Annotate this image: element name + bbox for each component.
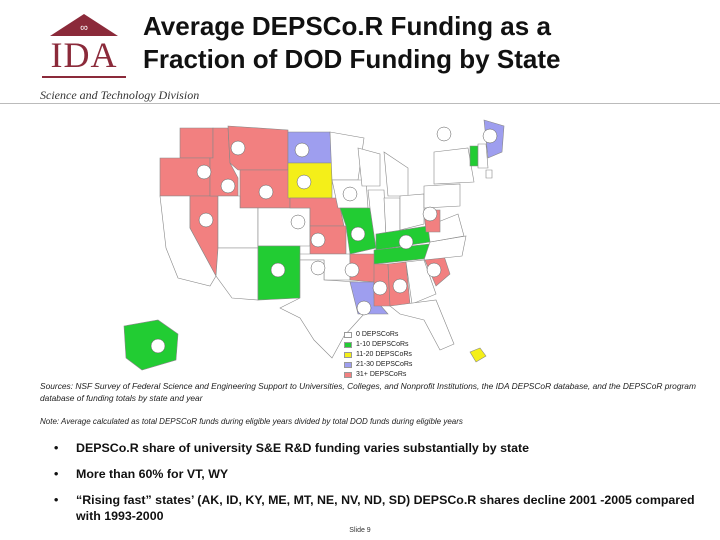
bullet-symbol: • — [54, 493, 59, 507]
state-tx — [279, 259, 365, 359]
state-vt — [469, 145, 479, 167]
legend-item: 31+ DEPSCoRs — [344, 370, 448, 380]
logo-bar — [42, 76, 126, 78]
legend-item: 1-10 DEPSCoRs — [344, 340, 448, 350]
bullet-text: DEPSCo.R share of university S&E R&D fun… — [76, 441, 530, 455]
state-ga — [405, 259, 437, 305]
state-wa — [179, 127, 214, 159]
legend-label: 1-10 DEPSCoRs — [356, 341, 409, 348]
logo-triangle — [50, 14, 118, 36]
legend-swatch — [344, 372, 352, 378]
sources-text: Sources: NSF Survey of Federal Science a… — [40, 381, 696, 403]
state-hi — [469, 347, 487, 363]
division-label: Science and Technology Division — [40, 88, 200, 102]
state-in — [383, 197, 401, 237]
legend-label: 31+ DEPSCoRs — [356, 371, 407, 378]
state-ri — [485, 169, 493, 179]
bullet-item: • DEPSCo.R share of university S&E R&D f… — [54, 440, 704, 456]
state-pa — [423, 183, 461, 209]
legend-label: 0 DEPSCoRs — [356, 331, 399, 338]
note-text: Note: Average calculated as total DEPSCo… — [40, 417, 463, 426]
state-fl — [389, 299, 455, 351]
legend-label: 21-30 DEPSCoRs — [356, 361, 413, 368]
ida-logo: ∞ IDA — [40, 14, 128, 78]
legend-item: 0 DEPSCoRs — [344, 330, 448, 340]
legend-swatch — [344, 342, 352, 348]
title-line-1: Average DEPSCo.R Funding as a — [143, 11, 551, 41]
state-pie-markers — [150, 126, 498, 354]
state-az — [215, 247, 259, 301]
bullet-symbol: • — [54, 441, 59, 455]
legend-swatch — [344, 352, 352, 358]
bullet-item: • “Rising fast” states’ (AK, ID, KY, ME,… — [54, 492, 704, 524]
state-nd — [287, 131, 333, 164]
legend-label: 11-20 DEPSCoRs — [356, 351, 412, 358]
map-legend: 0 DEPSCoRs 1-10 DEPSCoRs 11-20 DEPSCoRs … — [344, 330, 448, 380]
state-va — [427, 213, 465, 243]
bullet-item: • More than 60% for VT, WY — [54, 466, 704, 482]
state-wi — [357, 147, 381, 187]
slide-title: Average DEPSCo.R Funding as a Fraction o… — [143, 10, 703, 76]
legend-item: 11-20 DEPSCoRs — [344, 350, 448, 360]
legend-item: 21-30 DEPSCoRs — [344, 360, 448, 370]
legend-swatch — [344, 332, 352, 338]
header-divider — [0, 103, 720, 104]
slide-number: Slide 9 — [349, 527, 371, 534]
bullet-symbol: • — [54, 467, 59, 481]
us-map — [123, 119, 505, 371]
infinity-icon: ∞ — [80, 22, 88, 34]
state-ny — [433, 147, 475, 185]
legend-swatch — [344, 362, 352, 368]
title-line-2: Fraction of DOD Funding by State — [143, 44, 561, 74]
bullet-text: “Rising fast” states’ (AK, ID, KY, ME, M… — [76, 493, 695, 523]
state-mi — [383, 151, 409, 197]
state-oh — [399, 193, 425, 231]
state-nh — [477, 143, 489, 169]
bullet-text: More than 60% for VT, WY — [76, 467, 229, 481]
logo-text: IDA — [50, 35, 118, 75]
